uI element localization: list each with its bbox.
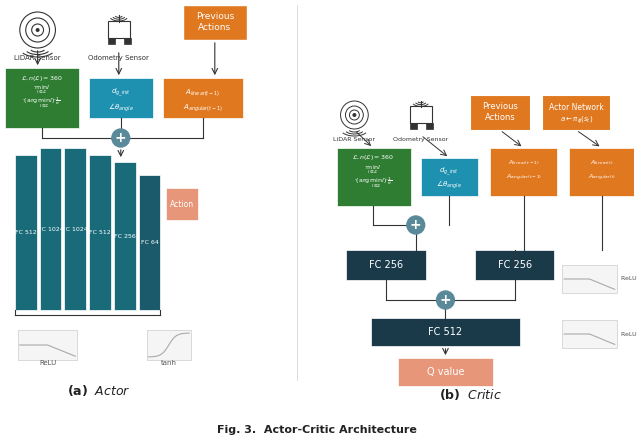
Text: LiDAR Sensor: LiDAR Sensor <box>333 137 376 142</box>
Text: $A_{angular(t-1)}$: $A_{angular(t-1)}$ <box>506 173 541 183</box>
Text: +: + <box>440 293 451 307</box>
FancyBboxPatch shape <box>490 148 557 196</box>
Text: FC 64: FC 64 <box>141 240 159 245</box>
Text: FC 512: FC 512 <box>89 230 111 235</box>
Text: $A_{linear(t)}$: $A_{linear(t)}$ <box>590 159 614 167</box>
Text: $\cdot(\arg\min_{l\in\mathcal{L}} l)\cdot\frac{1}{\pi}$: $\cdot(\arg\min_{l\in\mathcal{L}} l)\cdo… <box>22 96 61 110</box>
FancyBboxPatch shape <box>410 106 431 123</box>
Text: $A_{linear(t-1)}$: $A_{linear(t-1)}$ <box>185 88 221 98</box>
Circle shape <box>36 28 40 32</box>
FancyBboxPatch shape <box>426 123 433 128</box>
Text: $\angle\theta_{angle}$: $\angle\theta_{angle}$ <box>436 179 462 191</box>
Text: $d_{g\_init}$: $d_{g\_init}$ <box>111 87 131 99</box>
Text: ReLU: ReLU <box>617 276 636 281</box>
FancyBboxPatch shape <box>569 148 634 196</box>
Text: +: + <box>115 131 127 145</box>
FancyBboxPatch shape <box>18 330 77 360</box>
Text: FC 256: FC 256 <box>369 260 403 270</box>
Text: FC 1024: FC 1024 <box>62 226 88 232</box>
Text: $d_{g\_init}$: $d_{g\_init}$ <box>440 166 460 178</box>
FancyBboxPatch shape <box>563 320 617 348</box>
Circle shape <box>436 291 454 309</box>
Text: $\mathbf{(b)}$  $\mathit{Critic}$: $\mathbf{(b)}$ $\mathit{Critic}$ <box>439 388 502 403</box>
Text: FC 256: FC 256 <box>498 260 532 270</box>
Text: Actor Network: Actor Network <box>548 102 604 112</box>
FancyBboxPatch shape <box>398 358 493 386</box>
FancyBboxPatch shape <box>183 5 248 40</box>
Text: $\cdot(\arg\min_{l\in\mathcal{L}} l)\cdot\frac{1}{\pi}$: $\cdot(\arg\min_{l\in\mathcal{L}} l)\cdo… <box>354 176 392 190</box>
FancyBboxPatch shape <box>563 265 617 293</box>
FancyBboxPatch shape <box>163 78 243 118</box>
Text: $\angle\theta_{angle}$: $\angle\theta_{angle}$ <box>108 102 134 114</box>
Text: Fig. 3.  Actor-Critic Architecture: Fig. 3. Actor-Critic Architecture <box>217 425 417 435</box>
FancyBboxPatch shape <box>371 318 520 346</box>
Text: tanh: tanh <box>161 360 177 366</box>
Text: Q value: Q value <box>427 367 464 377</box>
FancyBboxPatch shape <box>5 68 79 128</box>
Text: Action: Action <box>170 199 194 209</box>
FancyBboxPatch shape <box>139 175 161 310</box>
Circle shape <box>353 113 356 117</box>
Text: $A_{linear(t-1)}$: $A_{linear(t-1)}$ <box>508 159 540 167</box>
Text: Odometry Sensor: Odometry Sensor <box>88 55 149 61</box>
Text: LiDAR Sensor: LiDAR Sensor <box>14 55 61 61</box>
FancyBboxPatch shape <box>65 148 86 310</box>
Text: FC 1024: FC 1024 <box>38 226 63 232</box>
FancyBboxPatch shape <box>114 162 136 310</box>
FancyBboxPatch shape <box>124 38 131 43</box>
FancyBboxPatch shape <box>147 330 191 360</box>
FancyBboxPatch shape <box>475 250 554 280</box>
Circle shape <box>407 216 425 234</box>
FancyBboxPatch shape <box>166 188 198 220</box>
Text: FC 512: FC 512 <box>428 327 463 337</box>
FancyBboxPatch shape <box>108 38 115 43</box>
Text: $\mathcal{L},n(\mathcal{L})=360$: $\mathcal{L},n(\mathcal{L})=360$ <box>20 74 63 82</box>
Text: $A_{angular(t)}$: $A_{angular(t)}$ <box>588 173 616 183</box>
Circle shape <box>112 129 130 147</box>
Text: $\mathcal{L},n(\mathcal{L})=360$: $\mathcal{L},n(\mathcal{L})=360$ <box>352 152 394 162</box>
FancyBboxPatch shape <box>108 21 130 38</box>
Text: $\cdot\min_{l\in\mathcal{L}} l$: $\cdot\min_{l\in\mathcal{L}} l$ <box>33 84 51 96</box>
FancyBboxPatch shape <box>410 123 417 128</box>
Text: $\mathbf{(a)}$  $\mathit{Actor}$: $\mathbf{(a)}$ $\mathit{Actor}$ <box>67 382 131 397</box>
FancyBboxPatch shape <box>337 148 411 206</box>
FancyBboxPatch shape <box>89 155 111 310</box>
Text: ReLU: ReLU <box>617 331 636 337</box>
Text: $A_{angular(t-1)}$: $A_{angular(t-1)}$ <box>183 103 223 113</box>
Text: FC 256: FC 256 <box>114 233 136 238</box>
Text: $a \leftarrow \pi_\phi(s_t)$: $a \leftarrow \pi_\phi(s_t)$ <box>559 114 593 126</box>
FancyBboxPatch shape <box>346 250 426 280</box>
Text: $\cdot\min_{l\in\mathcal{L}} l$: $\cdot\min_{l\in\mathcal{L}} l$ <box>364 163 382 176</box>
FancyBboxPatch shape <box>470 95 530 130</box>
Text: Previous
Actions: Previous Actions <box>482 102 518 122</box>
FancyBboxPatch shape <box>15 155 36 310</box>
Text: Odometry Sensor: Odometry Sensor <box>393 137 449 142</box>
FancyBboxPatch shape <box>420 158 478 196</box>
Text: ReLU: ReLU <box>39 360 56 366</box>
FancyBboxPatch shape <box>543 95 610 130</box>
FancyBboxPatch shape <box>89 78 154 118</box>
Text: FC 512: FC 512 <box>15 230 36 235</box>
FancyBboxPatch shape <box>40 148 61 310</box>
Text: Previous
Actions: Previous Actions <box>196 12 234 32</box>
Text: +: + <box>410 218 422 232</box>
